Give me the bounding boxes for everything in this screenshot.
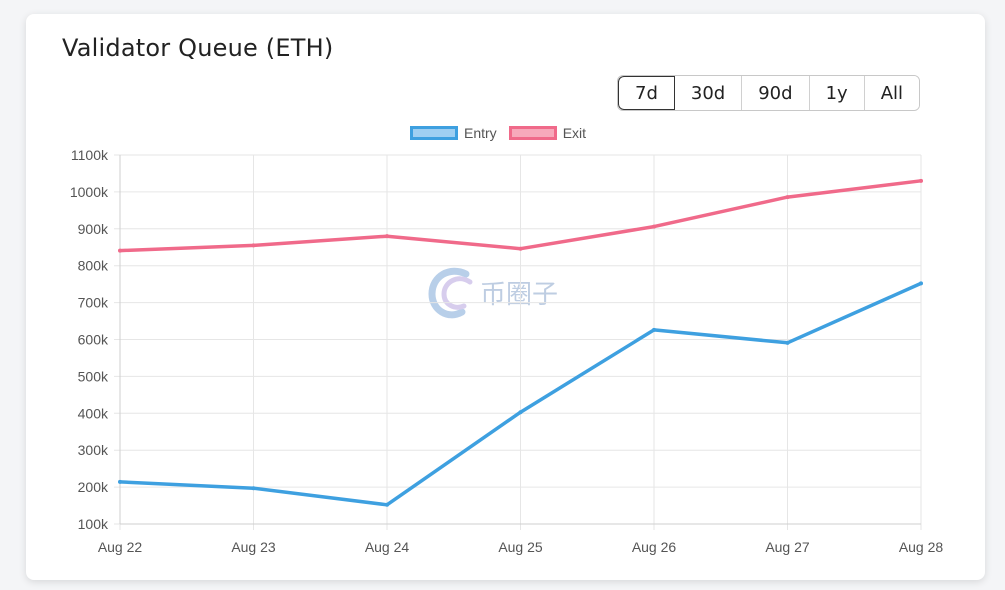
data-point-exit bbox=[251, 243, 256, 248]
y-tick-label: 800k bbox=[78, 258, 109, 274]
x-tick-label: Aug 24 bbox=[365, 539, 410, 555]
chart-card: Validator Queue (ETH) 7d 30d 90d 1y All … bbox=[26, 14, 985, 580]
watermark-text: 币圈子 bbox=[480, 279, 559, 310]
y-tick-label: 200k bbox=[78, 479, 109, 495]
x-tick-label: Aug 28 bbox=[899, 539, 944, 555]
data-point-entry bbox=[251, 486, 256, 491]
line-chart: 100k 200k 300k 400k 500k 600k 700k 800k 900k 1000… bbox=[70, 147, 944, 555]
chart-title: Validator Queue (ETH) bbox=[62, 34, 334, 62]
data-point-entry bbox=[118, 479, 122, 484]
y-tick-label: 600k bbox=[78, 332, 109, 348]
x-tick-label: Aug 23 bbox=[231, 539, 276, 555]
range-90d-button[interactable]: 90d bbox=[742, 76, 810, 110]
x-tick-label: Aug 27 bbox=[765, 539, 810, 555]
range-all-button[interactable]: All bbox=[864, 76, 920, 110]
data-point-entry bbox=[518, 410, 523, 415]
x-tick-label: Aug 25 bbox=[498, 539, 543, 555]
y-tick-label: 500k bbox=[78, 368, 109, 384]
y-tick-label: 1100k bbox=[71, 147, 109, 163]
data-point-entry bbox=[919, 281, 923, 286]
y-tick-label: 900k bbox=[78, 221, 109, 237]
y-tick-label: 300k bbox=[78, 442, 109, 458]
y-tick-label: 700k bbox=[78, 295, 109, 311]
data-point-exit bbox=[518, 246, 523, 251]
range-30d-button[interactable]: 30d bbox=[674, 76, 743, 110]
legend-item-exit[interactable]: Exit bbox=[508, 125, 587, 141]
watermark-logo-icon bbox=[428, 267, 473, 319]
data-point-entry bbox=[652, 327, 656, 332]
y-tick-label: 400k bbox=[78, 405, 109, 421]
legend-swatch-entry bbox=[410, 126, 458, 140]
data-point-exit bbox=[118, 248, 122, 253]
data-point-exit bbox=[652, 224, 656, 229]
y-tick-label: 100k bbox=[78, 516, 109, 532]
x-tick-label: Aug 22 bbox=[98, 539, 143, 555]
data-point-entry bbox=[785, 340, 790, 345]
legend-swatch-exit bbox=[508, 126, 557, 140]
watermark: 币圈子 bbox=[426, 264, 558, 320]
x-tick-label: Aug 26 bbox=[632, 539, 677, 555]
data-point-exit bbox=[785, 195, 790, 200]
legend-item-entry[interactable]: Entry bbox=[410, 125, 497, 141]
legend-label-exit: Exit bbox=[562, 125, 587, 141]
data-point-exit bbox=[919, 178, 923, 183]
legend-label-entry: Entry bbox=[464, 125, 497, 141]
y-tick-label: 1000k bbox=[70, 184, 109, 200]
data-point-entry bbox=[385, 502, 389, 507]
data-point-exit bbox=[385, 234, 389, 239]
chart-legend: Entry Exit bbox=[410, 125, 598, 141]
range-7d-button[interactable]: 7d bbox=[618, 76, 675, 110]
range-1y-button[interactable]: 1y bbox=[809, 76, 865, 110]
time-range-selector: 7d 30d 90d 1y All bbox=[617, 75, 921, 111]
